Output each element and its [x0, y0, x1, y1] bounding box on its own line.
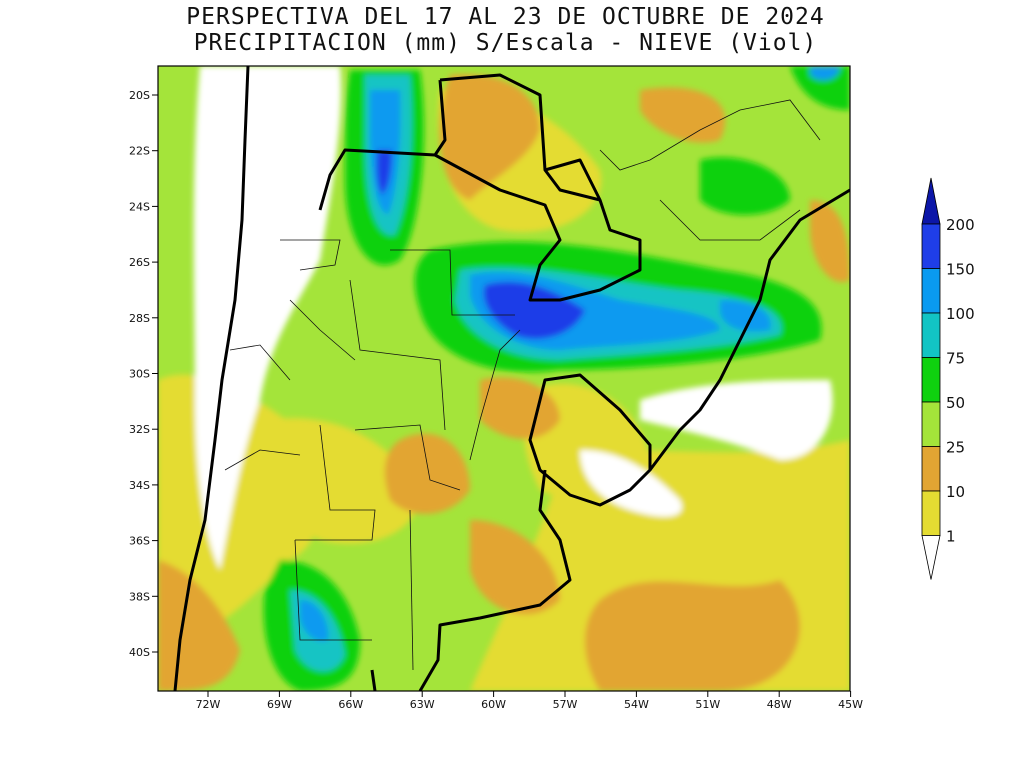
orange-zone-north — [439, 74, 540, 200]
lat-tick-label: 40S — [129, 646, 150, 659]
map-plot-area — [158, 66, 850, 691]
lon-tick-label: 54W — [624, 698, 649, 711]
coast-atlantic — [418, 188, 850, 691]
lon-tick-label: 63W — [410, 698, 435, 711]
legend-label: 75 — [946, 350, 965, 368]
legend-label: 200 — [946, 216, 975, 234]
lat-tick-label: 34S — [129, 479, 150, 492]
lat-tick-label: 20S — [129, 89, 150, 102]
legend-label: 50 — [946, 394, 965, 412]
legend-swatch — [921, 490, 941, 536]
legend-swatch — [921, 401, 941, 447]
legend-swatch-over-200 — [921, 177, 941, 225]
yellow-zone-pampa — [267, 418, 420, 544]
lat-tick-label: 38S — [129, 590, 150, 603]
map-frame — [157, 65, 851, 692]
border-argentina-chile — [173, 66, 250, 691]
legend-label: 25 — [946, 439, 965, 457]
province-borders — [224, 99, 821, 671]
darkblue-zone-northwest — [376, 150, 392, 195]
lat-tick-label: 24S — [129, 200, 150, 213]
legend-swatch-below-1 — [921, 535, 941, 580]
legend-label: 10 — [946, 483, 965, 501]
orange-zone-northeast — [810, 200, 850, 282]
white-zone-uruguay-south — [580, 450, 682, 517]
orange-zone-atlantic — [470, 520, 560, 615]
color-legend: 200 150 100 75 50 25 10 1 — [921, 177, 975, 580]
map-title: PERSPECTIVA DEL 17 AL 23 DE OCTUBRE DE 2… — [186, 4, 825, 30]
legend-swatch — [921, 312, 941, 358]
orange-zone-center — [384, 433, 470, 514]
lat-tick-label: 28S — [129, 312, 150, 325]
longitude-axis: 72W 69W 66W 63W 60W 57W 54W 51W 48W 45W — [196, 691, 863, 711]
green-zone-brazil-east — [700, 157, 790, 215]
legend-label: 100 — [946, 305, 975, 323]
lon-tick-label: 51W — [695, 698, 720, 711]
green-zone-northeast-corner — [790, 66, 850, 110]
lon-tick-label: 60W — [481, 698, 506, 711]
legend-label: 1 — [946, 528, 956, 546]
blue-zone-patagonia — [300, 600, 329, 641]
lat-tick-label: 36S — [129, 535, 150, 548]
legend-swatch — [921, 446, 941, 492]
white-zone-atlantic — [640, 380, 833, 460]
blue-zone-brazil-east — [720, 300, 771, 332]
orange-zone-brazil — [640, 87, 726, 143]
latitude-axis: 20S 22S 24S 26S 28S 30S 32S 34S 36S 38S 40S — [129, 89, 158, 659]
lat-tick-label: 26S — [129, 256, 150, 269]
lon-tick-label: 48W — [767, 698, 792, 711]
lon-tick-label: 45W — [838, 698, 863, 711]
lon-tick-label: 57W — [553, 698, 578, 711]
lon-tick-label: 69W — [267, 698, 292, 711]
border-uruguay — [528, 373, 652, 507]
country-borders — [173, 66, 850, 691]
border-argentina-south — [370, 669, 377, 691]
legend-swatch — [921, 223, 941, 269]
lon-tick-label: 72W — [196, 698, 221, 711]
lon-tick-label: 66W — [338, 698, 363, 711]
darkblue-zone-central — [483, 281, 585, 339]
blue-zone-northeast-corner — [810, 66, 840, 81]
border-paraguay — [434, 153, 642, 302]
orange-zone-mesopotamia — [480, 377, 560, 439]
lat-tick-label: 32S — [129, 423, 150, 436]
map-subtitle: PRECIPITACION (mm) S/Escala - NIEVE (Vio… — [193, 30, 818, 56]
lat-tick-label: 22S — [129, 145, 150, 158]
legend-label: 150 — [946, 261, 975, 279]
white-zone-andes — [193, 66, 341, 570]
legend-swatch — [921, 268, 941, 314]
orange-zone-south — [585, 580, 800, 691]
lat-tick-label: 30S — [129, 368, 150, 381]
legend-swatch — [921, 357, 941, 403]
border-bolivia-paraguay — [318, 73, 601, 211]
